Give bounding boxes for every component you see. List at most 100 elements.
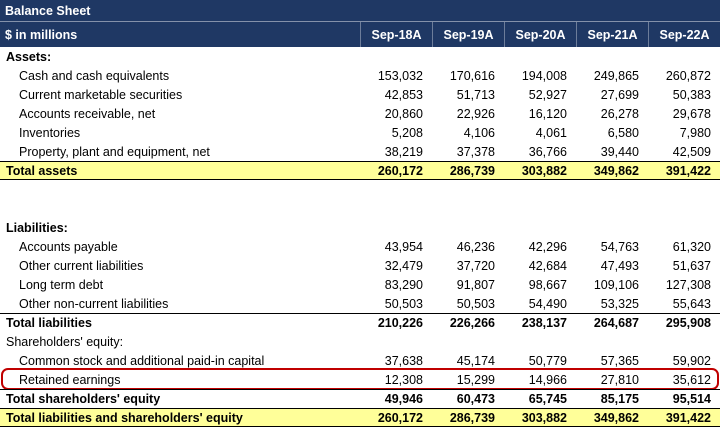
- row-value: 391,422: [665, 163, 711, 178]
- row-value: 42,684: [528, 258, 567, 273]
- title-row: Balance Sheet: [0, 0, 720, 22]
- column-header: Sep-18A: [360, 22, 432, 47]
- row-label: Accounts payable: [19, 239, 118, 254]
- row-value: 194,008: [521, 68, 567, 83]
- table-row: Property, plant and equipment, net 38,219…: [0, 142, 720, 161]
- row-value: 4,106: [463, 125, 495, 140]
- row-value: 37,720: [456, 258, 495, 273]
- row-value: 303,882: [521, 163, 567, 178]
- table-row: Total liabilities and shareholders' equi…: [0, 408, 720, 427]
- table-row: Cash and cash equivalents 153,032 170,616 1…: [0, 66, 720, 85]
- row-value: 54,490: [528, 296, 567, 311]
- table-row: [0, 180, 720, 199]
- row-value: 42,853: [384, 87, 423, 102]
- row-value: 210,226: [377, 316, 423, 330]
- row-value: 260,172: [377, 410, 423, 425]
- row-value: 53,325: [600, 296, 639, 311]
- row-label: Other current liabilities: [19, 258, 144, 273]
- row-value: 4,061: [535, 125, 567, 140]
- row-value: 50,503: [456, 296, 495, 311]
- row-value: 36,766: [528, 144, 567, 159]
- row-value: 98,667: [528, 277, 567, 292]
- row-value: 38,219: [384, 144, 423, 159]
- row-value: 7,980: [679, 125, 711, 140]
- row-value: 39,440: [600, 144, 639, 159]
- row-value: 37,638: [384, 353, 423, 368]
- row-value: 286,739: [449, 163, 495, 178]
- row-value: 59,902: [672, 353, 711, 368]
- row-value: 91,807: [456, 277, 495, 292]
- table-row: Assets:: [0, 47, 720, 66]
- table-row: [0, 199, 720, 218]
- row-value: 50,383: [672, 87, 711, 102]
- row-label: Liabilities:: [6, 220, 68, 235]
- row-label: Total assets: [6, 163, 78, 178]
- row-value: 12,308: [384, 372, 423, 387]
- table-row: Total shareholders' equity 49,946 60,473 65…: [0, 389, 720, 408]
- table-row: Other current liabilities 32,479 37,720 42,…: [0, 256, 720, 275]
- row-label: Total shareholders' equity: [6, 392, 161, 406]
- row-value: 42,296: [528, 239, 567, 254]
- row-value: 49,946: [384, 392, 423, 406]
- table-row: Shareholders' equity:: [0, 332, 720, 351]
- row-value: 260,872: [665, 68, 711, 83]
- column-header: Sep-22A: [648, 22, 720, 47]
- table-row: Current marketable securities 42,853 51,71…: [0, 85, 720, 104]
- row-value: 295,908: [665, 316, 711, 330]
- row-label: Shareholders' equity:: [6, 334, 124, 349]
- column-header: Sep-21A: [576, 22, 648, 47]
- row-label: Long term debt: [19, 277, 104, 292]
- row-value: 54,763: [600, 239, 639, 254]
- table-row-annotated: Retained earnings 12,308 15,299 14,966 27,81…: [0, 368, 720, 390]
- row-label: Common stock and additional paid-in capi…: [19, 353, 265, 368]
- row-label: Cash and cash equivalents: [19, 68, 170, 83]
- table-row: Accounts payable 43,954 46,236 42,296 54,763…: [0, 237, 720, 256]
- row-value: 35,612: [672, 372, 711, 387]
- row-value: 349,862: [593, 163, 639, 178]
- row-value: 43,954: [384, 239, 423, 254]
- row-value: 50,779: [528, 353, 567, 368]
- row-value: 303,882: [521, 410, 567, 425]
- row-value: 260,172: [377, 163, 423, 178]
- row-value: 16,120: [528, 106, 567, 121]
- table-body: Assets: Cash and cash equivalents 153,032 1…: [0, 47, 720, 427]
- row-value: 391,422: [665, 410, 711, 425]
- row-value: 27,810: [600, 372, 639, 387]
- row-value: 264,687: [593, 316, 639, 330]
- row-value: 65,745: [528, 392, 567, 406]
- row-value: 32,479: [384, 258, 423, 273]
- table-row: Total assets 260,172 286,739 303,882 349,862…: [0, 161, 720, 180]
- row-value: 127,308: [665, 277, 711, 292]
- row-value: 51,713: [456, 87, 495, 102]
- row-label: Other non-current liabilities: [19, 296, 169, 311]
- row-label: Total liabilities and shareholders' equi…: [6, 410, 243, 425]
- row-value: 27,699: [600, 87, 639, 102]
- row-value: 22,926: [456, 106, 495, 121]
- row-value: 14,966: [528, 372, 567, 387]
- row-value: 170,616: [449, 68, 495, 83]
- row-value: 26,278: [600, 106, 639, 121]
- row-label: Retained earnings: [19, 372, 121, 387]
- column-header: Sep-19A: [432, 22, 504, 47]
- row-value: 349,862: [593, 410, 639, 425]
- row-value: 249,865: [593, 68, 639, 83]
- row-value: 286,739: [449, 410, 495, 425]
- row-value: 238,137: [521, 316, 567, 330]
- table-row: Long term debt 83,290 91,807 98,667 109,106 1…: [0, 275, 720, 294]
- row-value: 45,174: [456, 353, 495, 368]
- row-value: 15,299: [456, 372, 495, 387]
- row-label: Assets:: [6, 49, 52, 64]
- row-label: Property, plant and equipment, net: [19, 144, 210, 159]
- table-row: Other non-current liabilities 50,503 50,50…: [0, 294, 720, 313]
- row-value: 83,290: [384, 277, 423, 292]
- row-value: 5,208: [391, 125, 423, 140]
- table-row: Common stock and additional paid-in capi…: [0, 351, 720, 370]
- row-value: 153,032: [377, 68, 423, 83]
- table-row: Inventories 5,208 4,106 4,061 6,580 7,980: [0, 123, 720, 142]
- row-value: 57,365: [600, 353, 639, 368]
- table-header: Balance Sheet $ in millions Sep-18A Sep-…: [0, 0, 720, 47]
- row-value: 55,643: [672, 296, 711, 311]
- table-row: Total liabilities 210,226 226,266 238,137 26…: [0, 313, 720, 332]
- row-value: 42,509: [672, 144, 711, 159]
